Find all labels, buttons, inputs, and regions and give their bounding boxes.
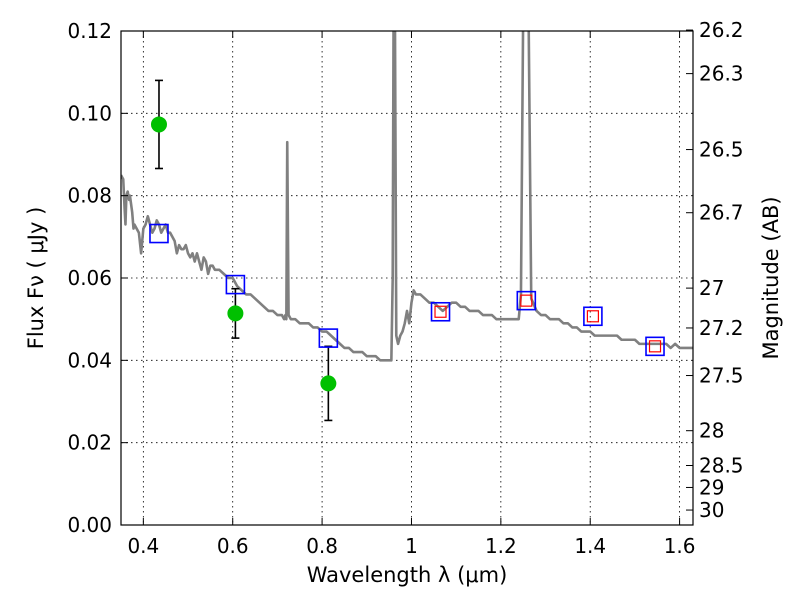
series-layer xyxy=(121,31,693,422)
x-tick-label: 0.8 xyxy=(306,534,338,558)
limit-square xyxy=(520,294,533,307)
mag-tick-label: 27.2 xyxy=(699,316,744,340)
mag-tick-label: 27 xyxy=(699,276,724,300)
mag-tick-label: 26.3 xyxy=(699,62,744,86)
y-tick-label: 0.06 xyxy=(67,266,112,290)
observed-point xyxy=(320,375,337,392)
x-tick-label: 1.6 xyxy=(664,534,696,558)
model-square xyxy=(516,290,537,311)
y-tick-label: 0.10 xyxy=(67,101,112,125)
mag-tick-label: 26.2 xyxy=(699,18,744,42)
observed-point xyxy=(227,305,244,322)
grid xyxy=(121,31,693,525)
x-tick-label: 1.2 xyxy=(485,534,517,558)
y-tick-label: 0.04 xyxy=(67,348,112,372)
y-axis-label-left: Flux Fν ( μJy ) xyxy=(24,207,48,350)
y-tick-label: 0.08 xyxy=(67,184,112,208)
observed-point xyxy=(150,116,167,133)
x-tick-label: 0.6 xyxy=(217,534,249,558)
x-tick-label: 1.4 xyxy=(574,534,606,558)
y-axis-label-right: Magnitude (AB) xyxy=(759,196,783,359)
model-square xyxy=(645,336,665,357)
x-tick-label: 1 xyxy=(405,534,418,558)
spectrum-line xyxy=(121,31,693,362)
model-square xyxy=(318,328,339,348)
y-tick-label: 0.12 xyxy=(67,19,112,43)
mag-tick-label: 26.7 xyxy=(699,201,744,225)
limit-square xyxy=(648,340,662,353)
model-square xyxy=(225,274,246,295)
limit-square xyxy=(434,305,447,318)
axis-labels: Wavelength λ (μm) Flux Fν ( μJy ) Magnit… xyxy=(24,196,783,587)
x-tick-label: 0.4 xyxy=(127,534,159,558)
model-square xyxy=(149,223,169,244)
model-square xyxy=(583,306,603,327)
x-axis-label: Wavelength λ (μm) xyxy=(307,563,508,587)
plot-area xyxy=(121,31,693,422)
limit-square xyxy=(586,310,600,323)
mag-tick-label: 26.5 xyxy=(699,138,744,162)
y-tick-label: 0.02 xyxy=(67,431,112,455)
mag-tick-label: 30 xyxy=(699,498,724,522)
mag-tick-label: 28.5 xyxy=(699,453,744,477)
mag-tick-label: 27.5 xyxy=(699,364,744,388)
ticks: 0.4 0.6 0.8 1 1.2 1.4 1.6 0.00 0.02 0.04 0.06 0.08 0… xyxy=(67,18,743,558)
mag-tick-label: 28 xyxy=(699,419,724,443)
mag-tick-label: 29 xyxy=(699,475,724,499)
model-square xyxy=(430,301,451,322)
y-tick-label: 0.00 xyxy=(67,513,112,537)
